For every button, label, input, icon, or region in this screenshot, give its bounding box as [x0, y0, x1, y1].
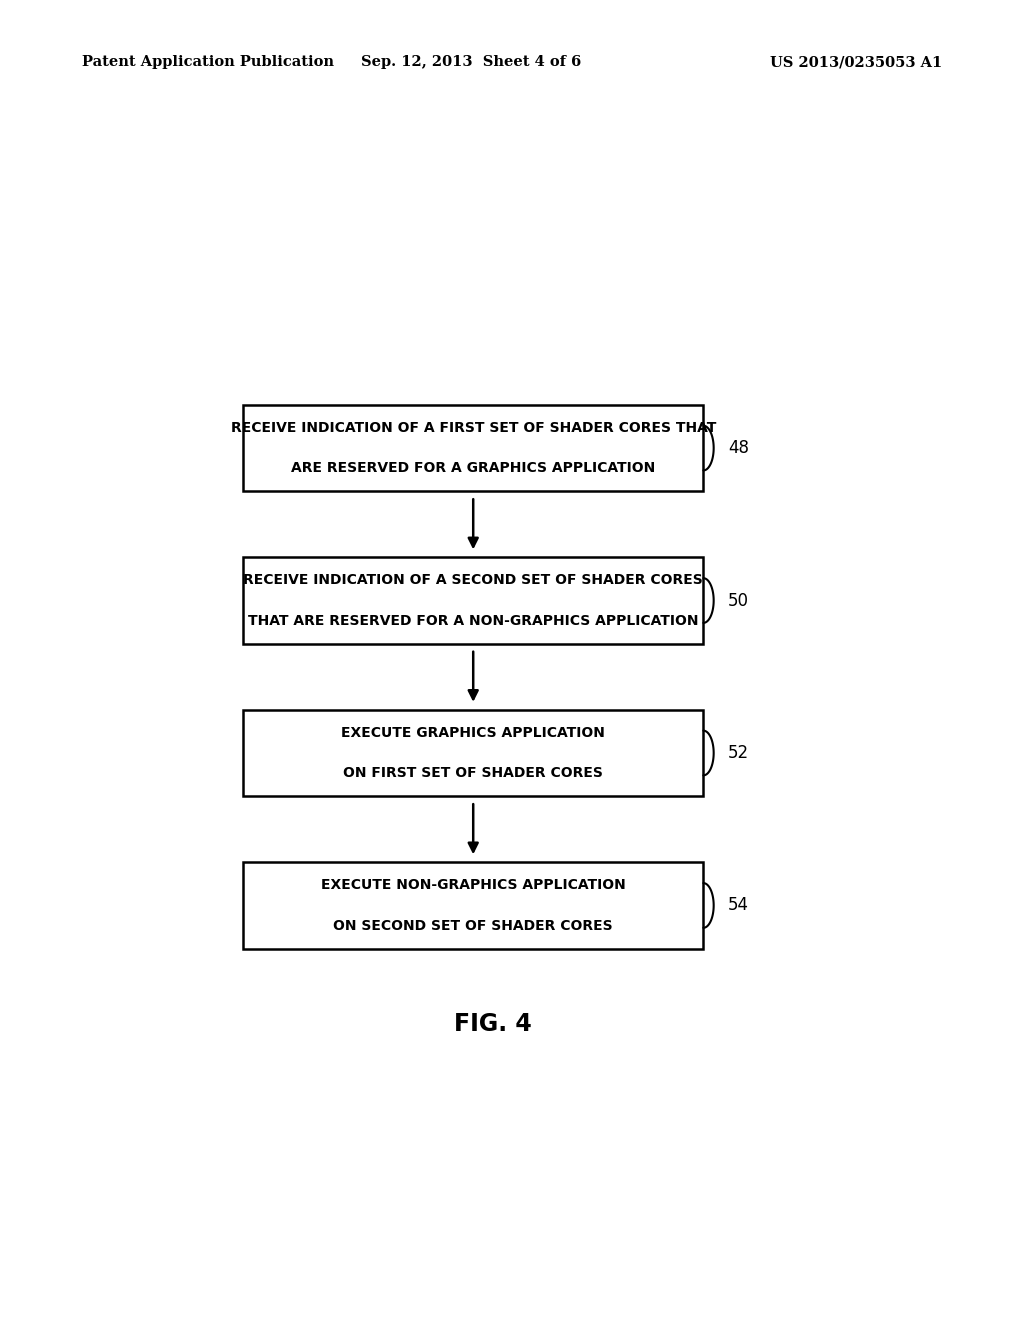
Bar	[243, 862, 703, 949]
Bar	[243, 405, 703, 491]
Text: 54: 54	[728, 896, 749, 915]
Text: RECEIVE INDICATION OF A FIRST SET OF SHADER CORES THAT: RECEIVE INDICATION OF A FIRST SET OF SHA…	[230, 421, 716, 434]
Text: 52: 52	[728, 744, 750, 762]
Text: Sep. 12, 2013  Sheet 4 of 6: Sep. 12, 2013 Sheet 4 of 6	[360, 55, 582, 70]
Text: 48: 48	[728, 440, 749, 457]
Bar	[243, 557, 703, 644]
Text: FIG. 4: FIG. 4	[455, 1012, 531, 1036]
Text: THAT ARE RESERVED FOR A NON-GRAPHICS APPLICATION: THAT ARE RESERVED FOR A NON-GRAPHICS APP…	[248, 614, 698, 628]
Text: 50: 50	[728, 591, 749, 610]
Text: EXECUTE NON-GRAPHICS APPLICATION: EXECUTE NON-GRAPHICS APPLICATION	[321, 878, 626, 892]
Text: ON SECOND SET OF SHADER CORES: ON SECOND SET OF SHADER CORES	[334, 919, 613, 933]
Bar	[243, 710, 703, 796]
Text: ON FIRST SET OF SHADER CORES: ON FIRST SET OF SHADER CORES	[343, 767, 603, 780]
Text: RECEIVE INDICATION OF A SECOND SET OF SHADER CORES: RECEIVE INDICATION OF A SECOND SET OF SH…	[244, 573, 703, 587]
Text: EXECUTE GRAPHICS APPLICATION: EXECUTE GRAPHICS APPLICATION	[341, 726, 605, 739]
Text: Patent Application Publication: Patent Application Publication	[82, 55, 334, 70]
Text: ARE RESERVED FOR A GRAPHICS APPLICATION: ARE RESERVED FOR A GRAPHICS APPLICATION	[291, 462, 655, 475]
Text: US 2013/0235053 A1: US 2013/0235053 A1	[770, 55, 942, 70]
